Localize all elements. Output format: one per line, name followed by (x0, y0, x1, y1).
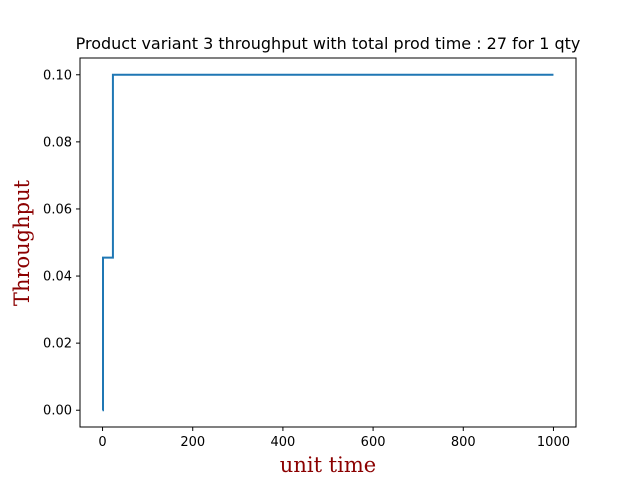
x-tick-label: 200 (180, 435, 205, 450)
y-axis-label: Throughput (10, 179, 34, 306)
x-tick-label: 800 (451, 435, 476, 450)
y-tick-label: 0.04 (43, 270, 72, 285)
x-tick-label: 0 (98, 435, 106, 450)
y-tick-label: 0.00 (43, 404, 72, 419)
x-tick-label: 600 (361, 435, 386, 450)
x-tick-label: 1000 (537, 435, 570, 450)
x-axis: 0 200 400 600 800 1000 (98, 427, 570, 450)
x-axis-label: unit time (280, 453, 376, 477)
chart-title: Product variant 3 throughput with total … (76, 34, 581, 53)
y-axis: 0.00 0.02 0.04 0.06 0.08 0.10 (43, 68, 80, 419)
series-layer (102, 73, 554, 412)
y-tick-label: 0.10 (43, 68, 72, 83)
y-tick-label: 0.06 (43, 202, 72, 217)
y-tick-label: 0.02 (43, 337, 72, 352)
plot-area-frame (79, 57, 577, 428)
series-line (102, 73, 554, 412)
y-tick-label: 0.08 (43, 135, 72, 150)
x-tick-label: 400 (270, 435, 295, 450)
